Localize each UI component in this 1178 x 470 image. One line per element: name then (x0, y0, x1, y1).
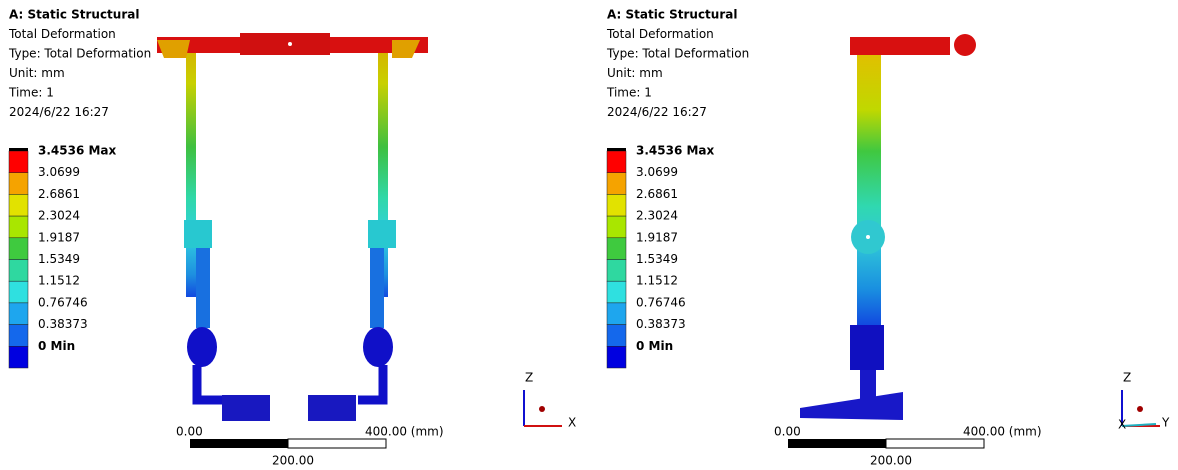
scale-bar-white (885, 438, 985, 449)
triad-dot (539, 406, 545, 412)
info-line: Total Deformation (606, 27, 714, 41)
legend-swatch (8, 324, 29, 347)
info-line: 2024/6/22 16:27 (607, 105, 707, 119)
legend-label: 0.76746 (38, 295, 88, 309)
legend-swatch (8, 259, 29, 282)
legend-swatch (8, 237, 29, 260)
legend-label: 1.9187 (636, 230, 678, 244)
legend-swatch (8, 280, 29, 304)
scale-bar-black (788, 439, 886, 448)
triad-dot (1137, 406, 1143, 412)
title: A: Static Structural (9, 8, 139, 22)
info-line: Unit: mm (9, 66, 65, 80)
legend-label: 1.1512 (38, 274, 80, 288)
legend-swatch (606, 194, 627, 217)
legend-swatch (606, 324, 627, 347)
scale-start: 0.00 (176, 425, 203, 439)
model-left (157, 33, 428, 421)
legend-swatch (606, 150, 627, 173)
scale-end: 400.00 (mm) (365, 425, 444, 439)
legend-label: 0 Min (636, 339, 673, 353)
title: A: Static Structural (607, 8, 737, 22)
legend-label: 2.3024 (636, 209, 678, 223)
info-line: Total Deformation (8, 27, 116, 41)
legend-swatch (8, 172, 29, 195)
info-line: Time: 1 (606, 86, 652, 100)
legend-label: 3.0699 (38, 165, 80, 179)
info-line: Type: Total Deformation (606, 47, 749, 61)
legend-label: 1.1512 (636, 274, 678, 288)
axis-label: Z (525, 371, 533, 385)
scale-mid: 200.00 (272, 454, 314, 468)
legend-label: 0 Min (38, 339, 75, 353)
legend-swatch (606, 237, 627, 260)
axis-label: X (1118, 418, 1126, 432)
legend-swatch (8, 150, 29, 173)
info-line: Time: 1 (8, 86, 54, 100)
legend-swatch (8, 302, 29, 325)
legend-swatch (606, 172, 627, 195)
model-right (800, 34, 976, 420)
legend-label: 0.76746 (636, 295, 686, 309)
legend-label: 0.38373 (636, 317, 686, 331)
legend-swatch (606, 302, 627, 325)
legend-cap (9, 148, 28, 151)
axis-label: Y (1161, 416, 1170, 430)
scale-start: 0.00 (774, 425, 801, 439)
legend-label: 3.0699 (636, 165, 678, 179)
legend-label: 2.3024 (38, 209, 80, 223)
axis-label: X (568, 416, 576, 430)
legend-label: 1.5349 (38, 252, 80, 266)
legend-label: 0.38373 (38, 317, 88, 331)
legend-cap (607, 148, 626, 151)
scale-bar-white (287, 438, 387, 449)
scale-bar-black (190, 439, 288, 448)
info-line: Type: Total Deformation (8, 47, 151, 61)
legend-swatch (606, 259, 627, 282)
info-line: Unit: mm (607, 66, 663, 80)
info-line: 2024/6/22 16:27 (9, 105, 109, 119)
legend-swatch (606, 346, 627, 369)
legend-label: 3.4536 Max (636, 144, 715, 158)
legend-swatch (606, 215, 627, 239)
legend-swatch (8, 215, 29, 239)
axis-y (1121, 423, 1157, 427)
legend-label: 1.5349 (636, 252, 678, 266)
legend-label: 2.6861 (636, 187, 678, 201)
legend-swatch (8, 194, 29, 217)
axis-label: Z (1123, 371, 1131, 385)
legend-label: 3.4536 Max (38, 144, 117, 158)
scale-end: 400.00 (mm) (963, 425, 1042, 439)
legend-label: 1.9187 (38, 230, 80, 244)
scale-mid: 200.00 (870, 454, 912, 468)
legend-swatch (8, 346, 29, 369)
legend-swatch (606, 280, 627, 304)
legend-label: 2.6861 (38, 187, 80, 201)
